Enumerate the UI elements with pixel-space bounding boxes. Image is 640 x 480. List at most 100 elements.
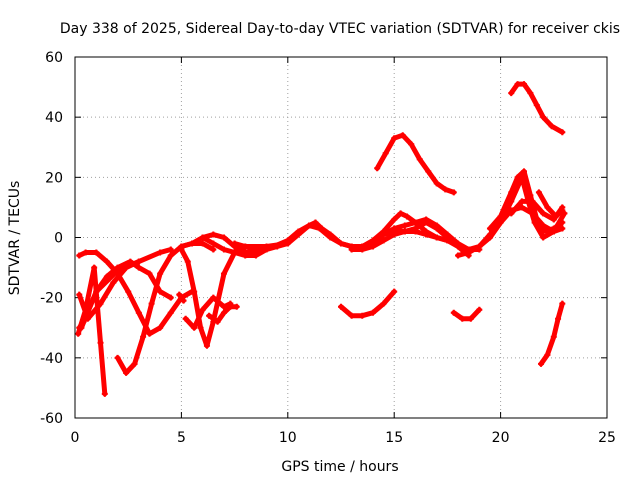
data-point: [318, 225, 325, 232]
data-point: [220, 234, 227, 241]
x-tick-label: 20: [492, 430, 510, 446]
data-point: [348, 312, 355, 319]
data-point: [197, 324, 204, 331]
data-point: [97, 300, 104, 307]
data-point: [210, 246, 217, 253]
data-point: [403, 213, 410, 220]
data-point: [135, 264, 142, 271]
data-point: [140, 333, 147, 340]
x-tick-label: 25: [598, 430, 616, 446]
data-point: [167, 246, 174, 253]
data-point: [180, 297, 187, 304]
data-point: [391, 231, 398, 238]
data-point: [295, 231, 302, 238]
data-point: [135, 258, 142, 265]
data-point: [391, 216, 398, 223]
data-point: [123, 369, 130, 376]
data-point: [533, 102, 540, 109]
data-point: [191, 288, 198, 295]
data-point: [380, 231, 387, 238]
data-point: [157, 270, 164, 277]
data-point: [559, 225, 566, 232]
data-point: [220, 303, 227, 310]
y-tick-label: 60: [45, 50, 63, 66]
data-point: [146, 270, 153, 277]
data-point: [540, 234, 547, 241]
data-series: [75, 81, 568, 397]
data-point: [521, 168, 528, 175]
data-point: [76, 252, 83, 259]
data-point: [178, 243, 185, 250]
data-point: [552, 213, 559, 220]
data-point: [78, 324, 85, 331]
data-point: [527, 192, 534, 199]
data-point: [93, 249, 100, 256]
series-line-track-17: [451, 307, 482, 322]
data-point: [327, 231, 334, 238]
data-point: [508, 90, 515, 97]
data-point: [401, 228, 408, 235]
data-point: [199, 306, 206, 313]
data-point: [220, 246, 227, 253]
data-point: [412, 225, 419, 232]
data-point: [359, 246, 366, 253]
data-point: [521, 81, 528, 88]
data-point: [476, 306, 483, 313]
data-point: [148, 300, 155, 307]
data-point: [210, 240, 217, 247]
data-point: [508, 210, 515, 217]
data-point: [191, 324, 198, 331]
y-tick-label: 40: [45, 110, 63, 126]
data-point: [559, 219, 566, 226]
plot-frame: [74, 56, 608, 419]
data-point: [467, 315, 474, 322]
data-point: [369, 243, 376, 250]
data-point: [544, 204, 551, 211]
data-point: [199, 240, 206, 247]
data-point: [380, 237, 387, 244]
data-point: [548, 123, 555, 130]
data-point: [252, 252, 259, 259]
data-point: [233, 303, 240, 310]
data-point: [412, 219, 419, 226]
data-point: [157, 324, 164, 331]
x-tick-label: 15: [385, 430, 403, 446]
data-point: [559, 129, 566, 136]
data-point: [486, 231, 493, 238]
data-point: [391, 225, 398, 232]
data-point: [538, 360, 545, 367]
data-point: [535, 189, 542, 196]
data-point: [359, 312, 366, 319]
data-point: [206, 312, 213, 319]
data-point: [374, 165, 381, 172]
data-point: [210, 231, 217, 238]
data-point: [220, 309, 227, 316]
data-point: [540, 228, 547, 235]
data-point: [476, 243, 483, 250]
data-point: [425, 168, 432, 175]
data-point: [391, 135, 398, 142]
data-point: [220, 270, 227, 277]
data-point: [114, 267, 121, 274]
y-tick-label: 0: [54, 231, 63, 247]
series-line-track-21: [536, 189, 565, 219]
data-point: [529, 198, 536, 205]
series-line-track-19: [487, 168, 565, 234]
data-point: [514, 174, 521, 181]
data-point: [486, 225, 493, 232]
data-point: [423, 216, 430, 223]
data-point: [423, 228, 430, 235]
data-point: [369, 309, 376, 316]
data-point: [408, 141, 415, 148]
y-tick-label: -60: [40, 411, 63, 427]
data-point: [450, 189, 457, 196]
x-tick-label: 0: [71, 430, 80, 446]
data-point: [550, 225, 557, 232]
data-point: [231, 249, 238, 256]
data-point: [75, 330, 82, 337]
axis-ticks: [74, 56, 608, 419]
data-point: [231, 240, 238, 247]
data-point: [497, 213, 504, 220]
data-point: [559, 207, 566, 214]
